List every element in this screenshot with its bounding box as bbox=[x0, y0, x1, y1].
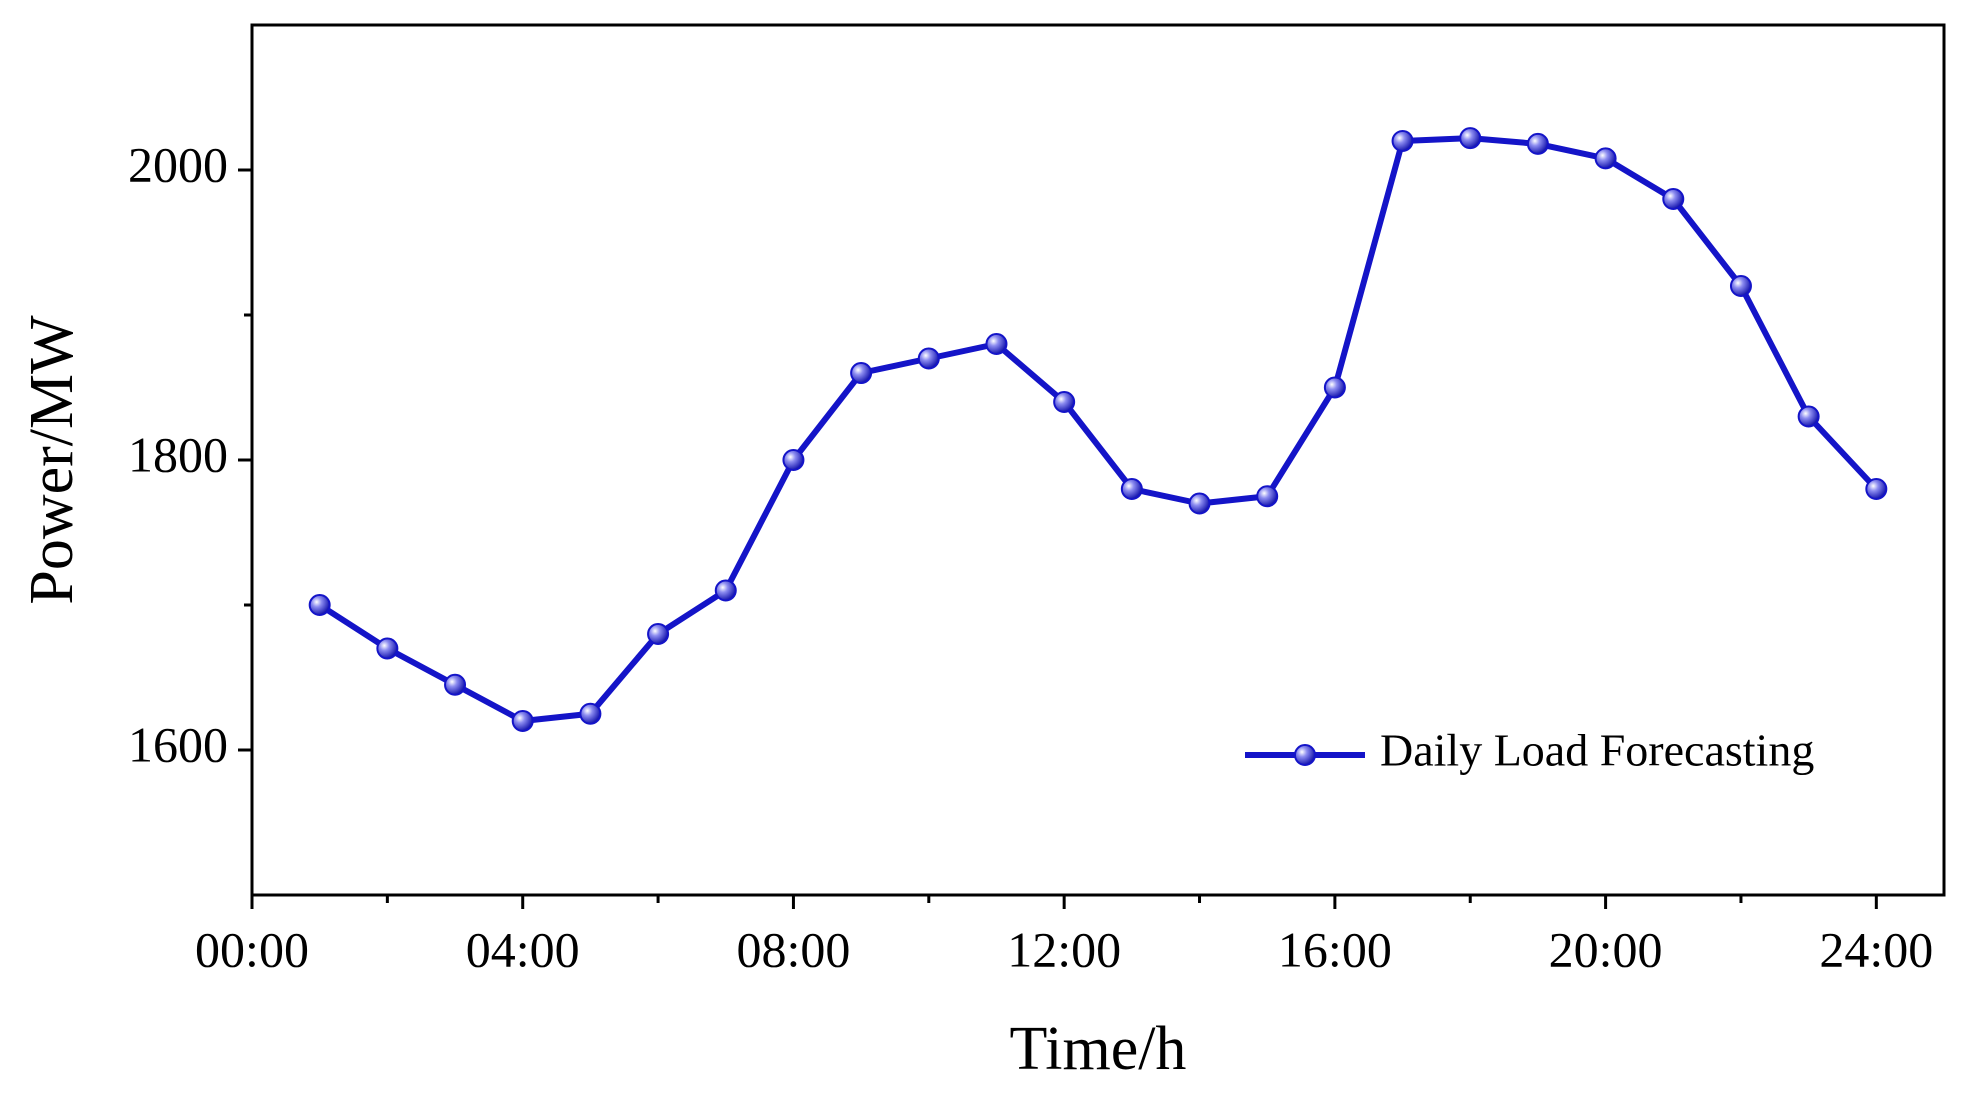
data-point bbox=[714, 579, 737, 602]
data-point bbox=[1188, 492, 1211, 515]
data-point bbox=[376, 637, 399, 660]
data-point bbox=[1797, 405, 1820, 428]
data-point bbox=[1053, 391, 1076, 413]
data-point bbox=[985, 333, 1008, 355]
data-point bbox=[1391, 130, 1414, 152]
data-point bbox=[782, 449, 805, 471]
data-point bbox=[1256, 485, 1279, 508]
x-tick-label: 12:00 bbox=[1007, 921, 1121, 977]
data-point bbox=[1594, 147, 1617, 170]
data-point bbox=[1120, 478, 1143, 500]
data-point bbox=[1526, 132, 1549, 155]
data-point bbox=[917, 347, 940, 370]
data-point bbox=[850, 362, 873, 384]
data-point bbox=[308, 594, 331, 616]
x-tick-label: 24:00 bbox=[1819, 921, 1933, 977]
data-point bbox=[1323, 376, 1346, 399]
series-line bbox=[318, 135, 1879, 724]
x-tick-label: 04:00 bbox=[466, 921, 580, 977]
y-tick-label: 1600 bbox=[128, 716, 228, 772]
data-point bbox=[1865, 478, 1888, 500]
x-axis-title: Time/h bbox=[1010, 1015, 1187, 1083]
data-point bbox=[1729, 275, 1752, 297]
data-point bbox=[444, 673, 467, 696]
data-point bbox=[1662, 188, 1685, 210]
y-tick-label: 2000 bbox=[128, 136, 228, 192]
data-point bbox=[1459, 127, 1482, 150]
legend-marker bbox=[1294, 744, 1316, 766]
data-point bbox=[647, 623, 670, 645]
legend-label: Daily Load Forecasting bbox=[1380, 725, 1814, 776]
data-point bbox=[579, 702, 602, 725]
x-tick-label: 00:00 bbox=[195, 921, 309, 977]
data-point bbox=[511, 710, 534, 732]
y-tick-label: 1800 bbox=[128, 426, 228, 482]
x-tick-label: 08:00 bbox=[736, 921, 850, 977]
x-tick-label: 16:00 bbox=[1278, 921, 1392, 977]
y-axis-title: Power/MW bbox=[18, 315, 86, 605]
x-tick-label: 20:00 bbox=[1549, 921, 1663, 977]
